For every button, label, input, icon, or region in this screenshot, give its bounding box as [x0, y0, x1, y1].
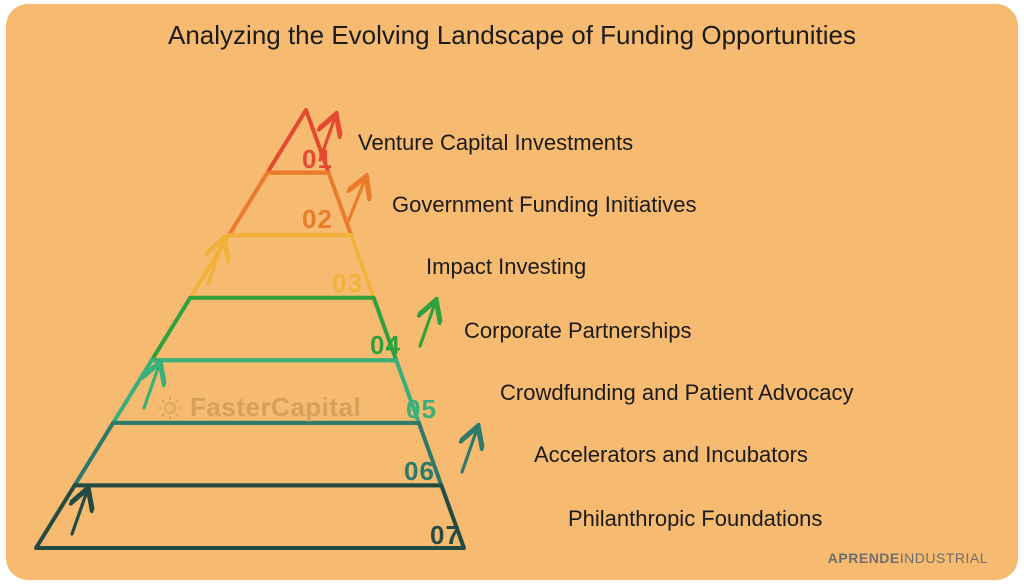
level-number-01: 01: [302, 144, 333, 175]
pyramid-level-6: [75, 423, 442, 486]
level-number-03: 03: [332, 268, 363, 299]
level-label-01: Venture Capital Investments: [358, 130, 633, 156]
pyramid-svg: [6, 4, 1018, 580]
level-number-06: 06: [404, 456, 435, 487]
arrow-06: [462, 432, 476, 472]
arrow-07: [72, 494, 86, 534]
level-number-05: 05: [406, 394, 437, 425]
level-label-02: Government Funding Initiatives: [392, 192, 697, 218]
pyramid-level-4: [152, 298, 397, 361]
credit-bold: APRENDE: [828, 550, 900, 566]
arrow-05: [144, 368, 158, 408]
level-number-07: 07: [430, 520, 461, 551]
level-label-04: Corporate Partnerships: [464, 318, 691, 344]
level-number-02: 02: [302, 204, 333, 235]
credit-label: APRENDEINDUSTRIAL: [828, 550, 988, 566]
level-label-05: Crowdfunding and Patient Advocacy: [500, 380, 853, 406]
credit-light: INDUSTRIAL: [900, 550, 988, 566]
arrow-04: [420, 306, 434, 346]
level-label-07: Philanthropic Foundations: [568, 506, 822, 532]
level-label-06: Accelerators and Incubators: [534, 442, 808, 468]
infographic-card: Analyzing the Evolving Landscape of Fund…: [6, 4, 1018, 580]
level-label-03: Impact Investing: [426, 254, 586, 280]
arrow-02: [348, 182, 364, 222]
level-number-04: 04: [370, 330, 401, 361]
pyramid-level-7: [36, 485, 464, 548]
